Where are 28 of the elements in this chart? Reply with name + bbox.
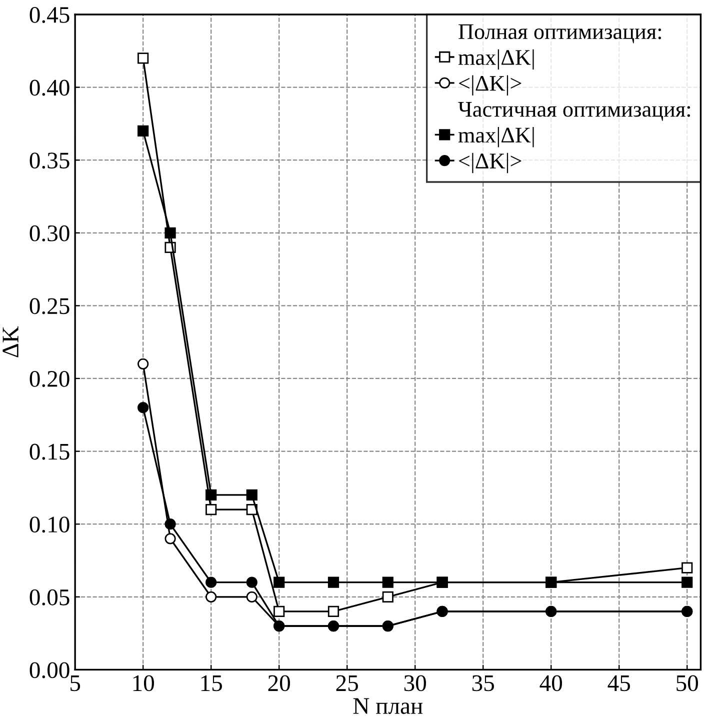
annotation: Частичная оптимизация:	[458, 102, 690, 121]
x-tick-label: 10	[133, 675, 154, 692]
x-tick-label: 50	[676, 675, 698, 692]
annotation: Полная оптимизация:	[458, 24, 661, 44]
y-tick-label: 0.05	[30, 589, 70, 606]
x-tick-label: 35	[472, 675, 494, 692]
legend-label: <|ΔK|>	[459, 152, 522, 174]
x-tick-label: 45	[608, 675, 630, 692]
x-tick-label: 40	[540, 675, 562, 692]
y-tick-label: 0.45	[30, 6, 70, 24]
x-tick-label: 20	[268, 675, 290, 692]
y-tick-label: 0.30	[30, 225, 70, 242]
y-tick-label: 0.00	[30, 662, 70, 678]
y-tick-label: 0.20	[30, 370, 70, 388]
y-tick-label: 0.15	[30, 444, 70, 460]
x-tick-label: 15	[201, 675, 222, 692]
x-tick-label: 5	[70, 675, 80, 692]
x-axis-title: N план	[353, 698, 423, 714]
y-tick-label: 0.35	[30, 152, 70, 169]
y-tick-label: 0.25	[30, 298, 70, 314]
y-tick-label: 0.10	[30, 516, 70, 533]
legend-label: max|ΔK|	[458, 49, 534, 70]
legend-label: <|ΔK|>	[459, 75, 522, 96]
x-tick-label: 25	[336, 675, 358, 692]
legend-label: max|ΔK|	[458, 127, 534, 148]
y-tick-label: 0.40	[30, 80, 70, 96]
x-tick-label: 30	[404, 675, 426, 692]
y-axis-title: ΔK	[2, 326, 18, 358]
